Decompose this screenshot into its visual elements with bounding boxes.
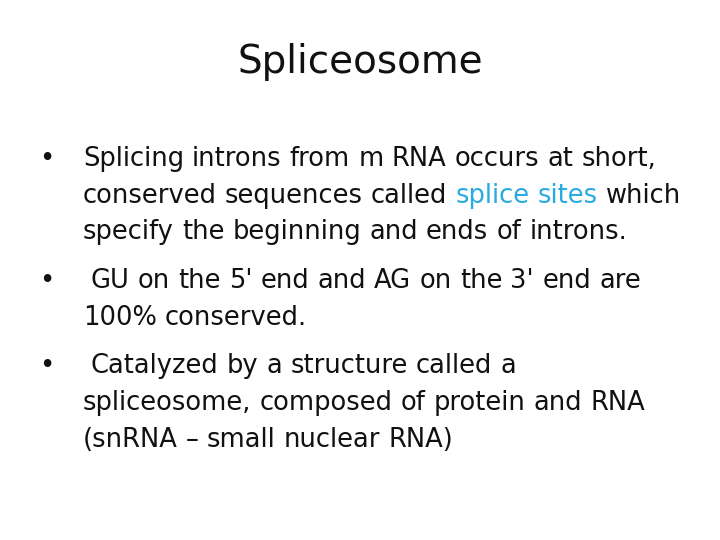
Text: splice: splice [456,183,530,208]
Text: a: a [266,353,282,379]
Text: from: from [289,146,350,172]
Text: the: the [460,268,503,294]
Text: –: – [186,427,199,453]
Text: conserved: conserved [83,183,217,208]
Text: the: the [179,268,221,294]
Text: called: called [416,353,492,379]
Text: •: • [40,353,55,379]
Text: short,: short, [581,146,656,172]
Text: end: end [542,268,591,294]
Text: 5': 5' [229,268,253,294]
Text: end: end [261,268,310,294]
Text: and: and [318,268,366,294]
Text: AG: AG [374,268,411,294]
Text: a: a [500,353,516,379]
Text: m: m [358,146,384,172]
Text: nuclear: nuclear [284,427,380,453]
Text: •: • [40,268,55,294]
Text: which: which [606,183,681,208]
Text: RNA): RNA) [388,427,453,453]
Text: on: on [420,268,451,294]
Text: and: and [369,219,418,245]
Text: small: small [207,427,276,453]
Text: introns.: introns. [529,219,627,245]
Text: of: of [496,219,521,245]
Text: Spliceosome: Spliceosome [237,43,483,81]
Text: sites: sites [538,183,598,208]
Text: (snRNA: (snRNA [83,427,178,453]
Text: of: of [400,390,426,416]
Text: and: and [534,390,582,416]
Text: Splicing: Splicing [83,146,184,172]
Text: called: called [371,183,447,208]
Text: Catalyzed: Catalyzed [91,353,219,379]
Text: 3': 3' [510,268,534,294]
Text: protein: protein [433,390,526,416]
Text: spliceosome,: spliceosome, [83,390,251,416]
Text: occurs: occurs [454,146,539,172]
Text: specify: specify [83,219,174,245]
Text: •: • [40,146,55,172]
Text: RNA: RNA [590,390,645,416]
Text: beginning: beginning [233,219,361,245]
Text: 100%: 100% [83,305,157,330]
Text: by: by [227,353,258,379]
Text: structure: structure [290,353,408,379]
Text: RNA: RNA [392,146,446,172]
Text: introns: introns [192,146,282,172]
Text: GU: GU [91,268,130,294]
Text: composed: composed [259,390,392,416]
Text: the: the [181,219,225,245]
Text: on: on [138,268,170,294]
Text: conserved.: conserved. [165,305,307,330]
Text: at: at [547,146,573,172]
Text: sequences: sequences [225,183,363,208]
Text: are: are [599,268,641,294]
Text: ends: ends [426,219,488,245]
